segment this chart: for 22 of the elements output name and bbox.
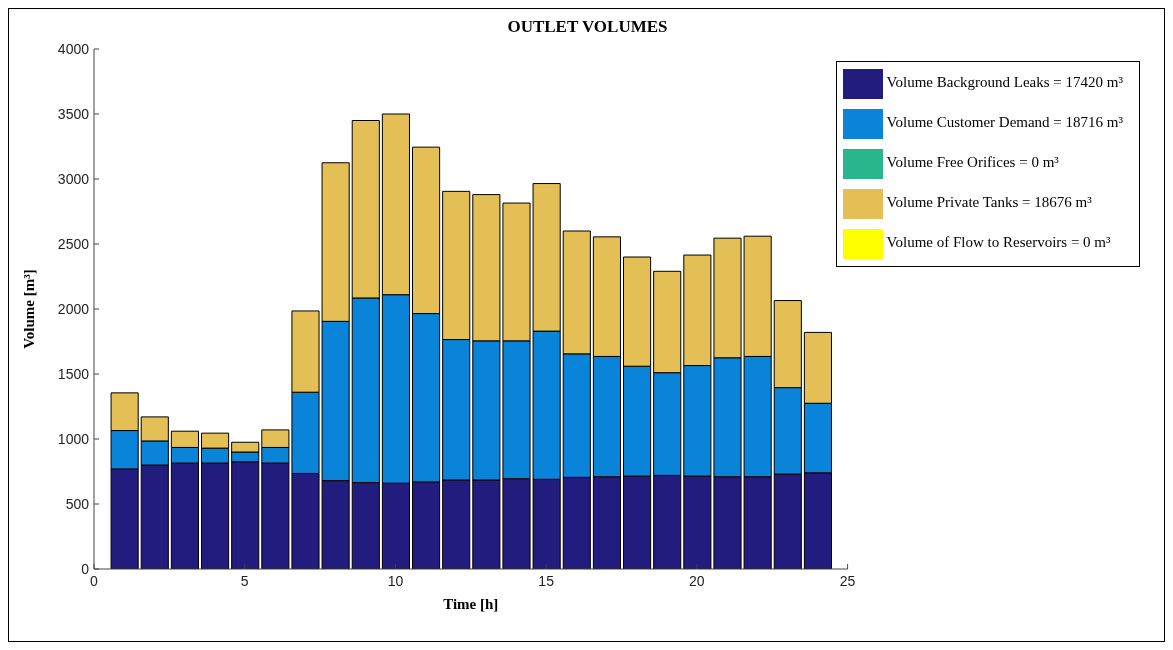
y-tick-label: 3500 — [57, 105, 90, 122]
legend-label: Volume Background Leaks = 17420 m³ — [886, 74, 1123, 91]
y-tick-label: 2500 — [57, 235, 90, 252]
x-tick-label: 25 — [839, 572, 856, 589]
x-tick-label: 5 — [240, 572, 249, 589]
x-tick-label: 10 — [387, 572, 404, 589]
y-tick-label: 1000 — [57, 430, 90, 447]
y-tick-label: 3000 — [57, 170, 90, 187]
chart-title: OUTLET VOLUMES — [506, 17, 669, 37]
x-axis-title: Time [h] — [443, 596, 499, 612]
legend-label: Volume Customer Demand = 18716 m³ — [886, 114, 1123, 131]
x-tick-label: 20 — [689, 572, 705, 589]
legend-label: Volume of Flow to Reservoirs = 0 m³ — [886, 234, 1111, 251]
legend-label: Volume Private Tanks = 18676 m³ — [886, 194, 1092, 211]
x-tick-label: 15 — [538, 572, 555, 589]
y-tick-label: 1500 — [57, 365, 90, 382]
y-tick-label: 0 — [81, 560, 90, 577]
legend-label: Volume Free Orifices = 0 m³ — [886, 154, 1059, 171]
y-tick-label: 4000 — [57, 40, 90, 57]
y-axis-title: Volume [m³] — [21, 269, 38, 349]
y-tick-label: 2000 — [57, 300, 90, 317]
y-tick-label: 500 — [65, 495, 90, 512]
